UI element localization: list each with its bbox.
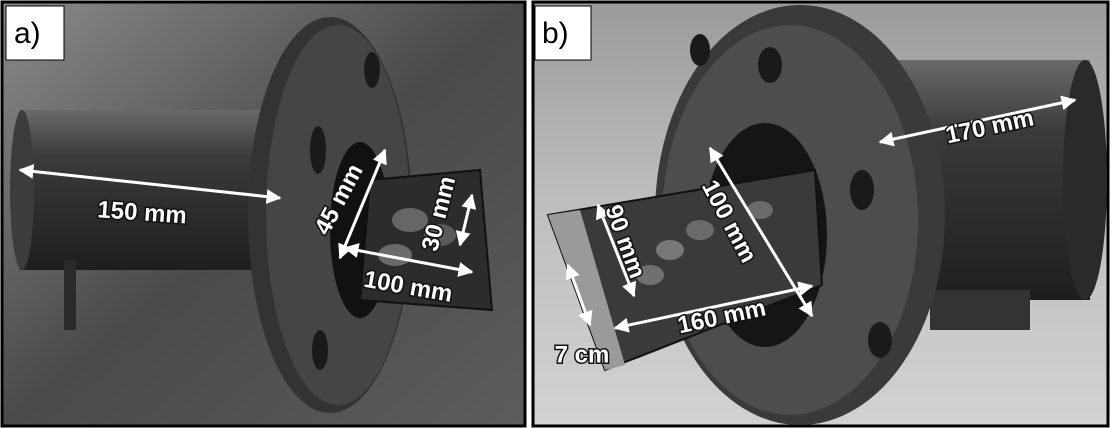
dimension-arrow	[565, 263, 593, 327]
dimension-label: 7 cm	[555, 341, 610, 368]
panel-a: 150 mm 45 mm 30 mm 100 mm a)	[0, 0, 527, 428]
panel-label: a)	[14, 17, 41, 50]
panel-label: b)	[542, 17, 569, 50]
dimension-arrow	[455, 193, 477, 247]
dimension-arrow	[595, 203, 637, 298]
dimension-arrow	[878, 95, 1077, 147]
panel-b: 170 mm 100 mm 90 mm 160 mm 7 cm b)	[531, 0, 1110, 428]
dimension-arrow	[338, 148, 387, 260]
dimension-arrow	[343, 243, 474, 277]
dimension-arrow	[18, 163, 282, 205]
dimension-arrow	[613, 281, 814, 333]
